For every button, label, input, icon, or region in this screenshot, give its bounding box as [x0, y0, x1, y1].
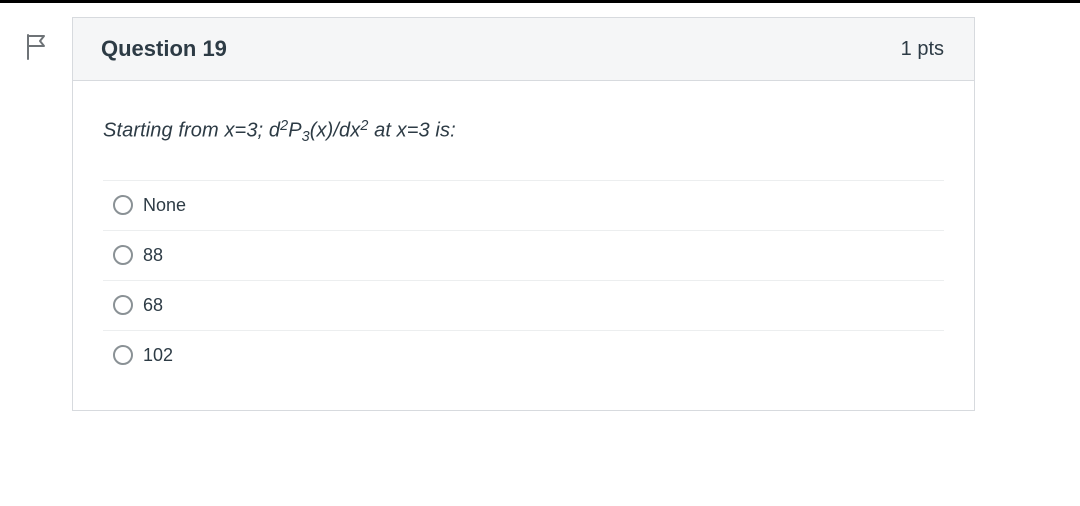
prompt-part: Starting from x=3; d — [103, 120, 280, 142]
prompt-part: at x=3 is: — [368, 120, 455, 142]
radio-icon[interactable] — [113, 245, 133, 265]
option-label: 102 — [143, 345, 173, 366]
flag-icon[interactable] — [24, 33, 48, 61]
option-label: 68 — [143, 295, 163, 316]
page: Question 19 1 pts Starting from x=3; d2P… — [0, 3, 1080, 506]
radio-icon[interactable] — [113, 345, 133, 365]
option-row[interactable]: None — [103, 180, 944, 230]
prompt-part: (x)/dx — [310, 120, 361, 142]
option-row[interactable]: 68 — [103, 280, 944, 330]
prompt-sub: 3 — [302, 129, 310, 145]
option-label: None — [143, 195, 186, 216]
question-header: Question 19 1 pts — [73, 18, 974, 81]
option-label: 88 — [143, 245, 163, 266]
prompt-sup: 2 — [360, 118, 368, 134]
option-row[interactable]: 88 — [103, 230, 944, 280]
question-card: Question 19 1 pts Starting from x=3; d2P… — [72, 17, 975, 411]
question-points: 1 pts — [901, 38, 944, 61]
radio-icon[interactable] — [113, 295, 133, 315]
prompt-sup: 2 — [280, 118, 288, 134]
question-title: Question 19 — [101, 36, 227, 62]
options-list: None 88 68 102 — [103, 180, 944, 380]
question-body: Starting from x=3; d2P3(x)/dx2 at x=3 is… — [73, 81, 974, 410]
radio-icon[interactable] — [113, 195, 133, 215]
question-prompt: Starting from x=3; d2P3(x)/dx2 at x=3 is… — [103, 117, 946, 146]
prompt-part: P — [288, 120, 301, 142]
option-row[interactable]: 102 — [103, 330, 944, 380]
